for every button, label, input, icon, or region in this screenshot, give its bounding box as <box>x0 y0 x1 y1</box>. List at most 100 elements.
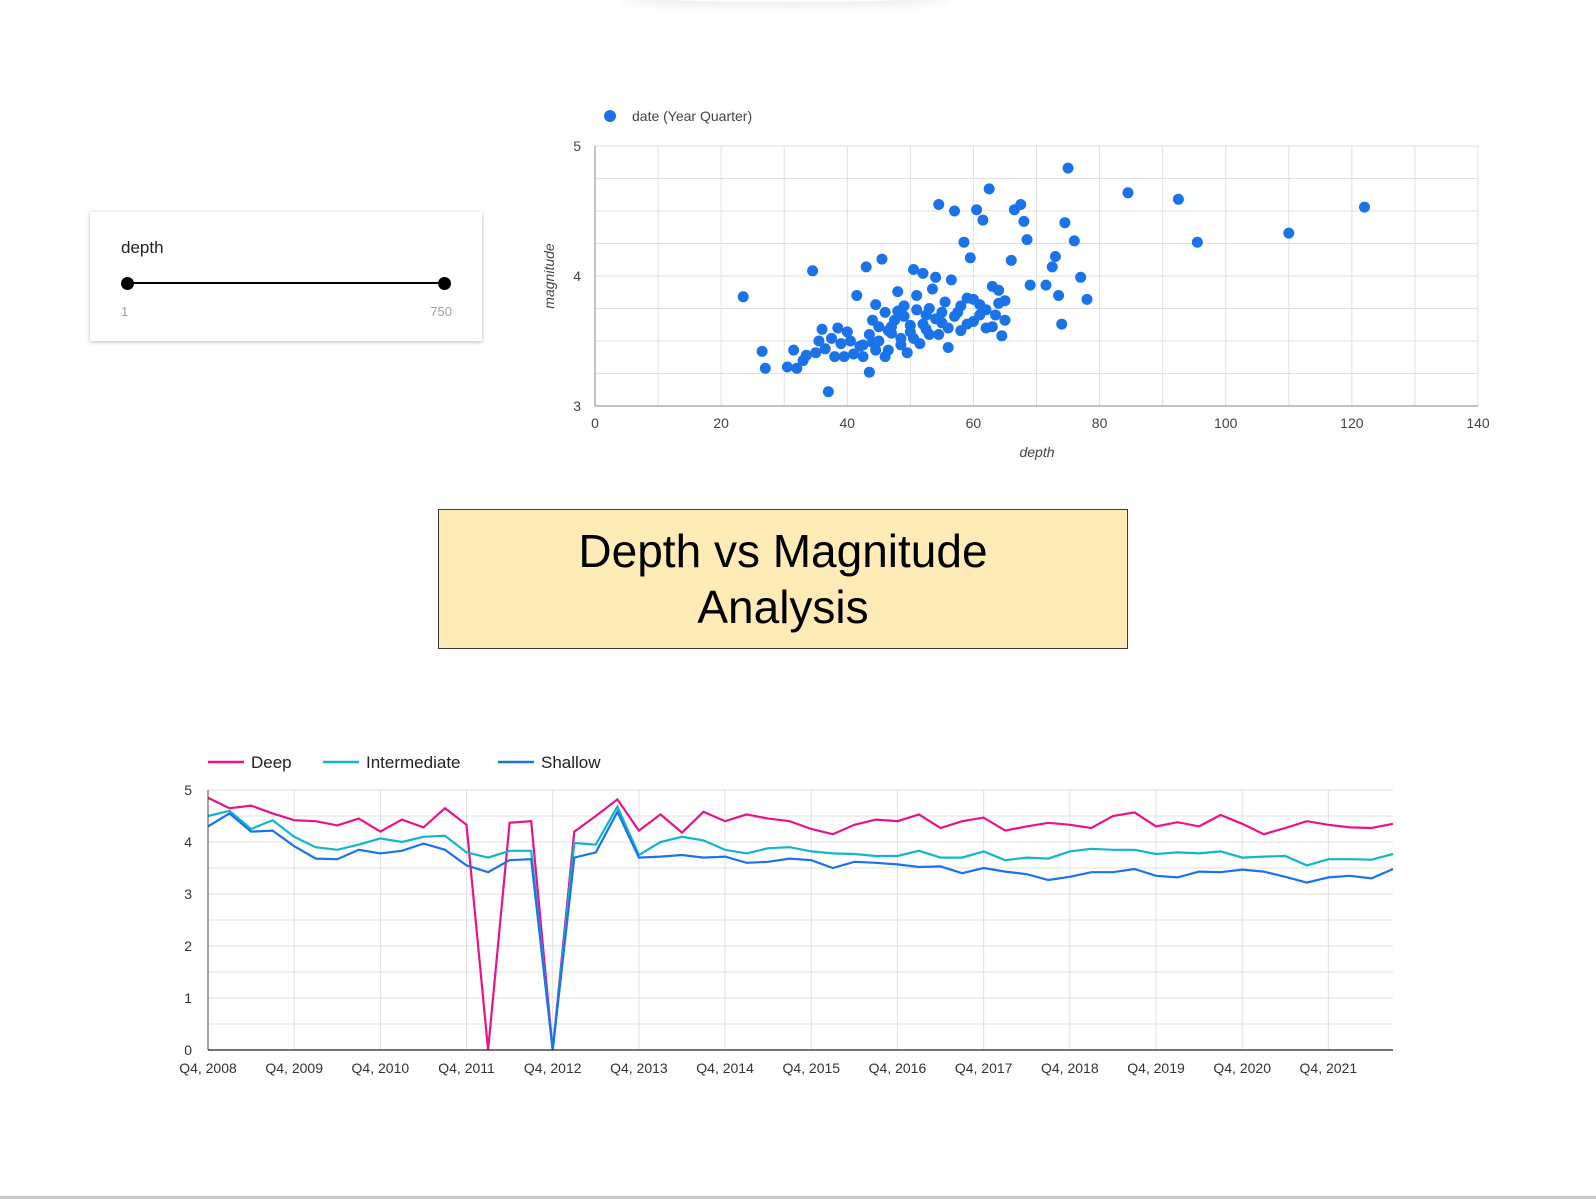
scatter-point[interactable] <box>876 253 888 265</box>
scatter-point[interactable] <box>1062 162 1074 174</box>
scatter-point[interactable] <box>1046 261 1058 273</box>
scatter-point[interactable] <box>882 325 894 337</box>
line-legend-item[interactable]: Deep <box>208 753 292 772</box>
scatter-point[interactable] <box>933 199 945 210</box>
series-line-deep[interactable] <box>207 796 1394 1051</box>
scatter-point[interactable] <box>835 338 847 350</box>
scatter-point[interactable] <box>1358 201 1370 213</box>
scatter-point[interactable] <box>870 299 882 311</box>
scatter-point[interactable] <box>737 291 749 303</box>
scatter-point[interactable] <box>920 323 932 335</box>
scatter-point[interactable] <box>993 284 1005 296</box>
scatter-point[interactable] <box>879 351 891 363</box>
scatter-point[interactable] <box>958 236 970 248</box>
scatter-point[interactable] <box>848 348 860 360</box>
scatter-point[interactable] <box>800 349 812 361</box>
scatter-point[interactable] <box>1005 254 1017 266</box>
scatter-point[interactable] <box>942 342 954 353</box>
scatter-point[interactable] <box>857 351 869 363</box>
scatter-point[interactable] <box>1056 318 1068 330</box>
series-line-intermediate[interactable] <box>207 804 1394 1051</box>
scatter-point[interactable] <box>911 304 923 316</box>
scatter-point[interactable] <box>949 205 961 217</box>
scatter-point[interactable] <box>993 297 1005 309</box>
depth-slider-control[interactable]: depth 1 750 <box>90 212 482 341</box>
scatter-point[interactable] <box>911 290 923 301</box>
scatter-point[interactable] <box>908 264 920 275</box>
scatter-point[interactable] <box>879 306 891 318</box>
slider-max-handle[interactable] <box>438 277 451 290</box>
scatter-point[interactable] <box>1015 199 1027 210</box>
scatter-point[interactable] <box>832 322 844 334</box>
scatter-point[interactable] <box>990 309 1002 321</box>
scatter-point[interactable] <box>949 310 961 322</box>
scatter-point[interactable] <box>901 347 913 359</box>
scatter-point[interactable] <box>863 329 875 340</box>
scatter-point[interactable] <box>1081 293 1093 305</box>
scatter-point[interactable] <box>1122 187 1134 199</box>
scatter-point[interactable] <box>939 296 951 308</box>
scatter-point[interactable] <box>857 339 869 351</box>
scatter-point[interactable] <box>1191 236 1203 248</box>
scatter-point[interactable] <box>870 344 882 356</box>
slider-track[interactable] <box>127 282 444 284</box>
scatter-point[interactable] <box>945 274 957 286</box>
scatter-point[interactable] <box>1024 279 1036 291</box>
scatter-point[interactable] <box>892 286 904 298</box>
scatter-point[interactable] <box>971 204 983 216</box>
scatter-point[interactable] <box>983 183 995 195</box>
scatter-point[interactable] <box>942 322 954 334</box>
scatter-point[interactable] <box>895 339 907 351</box>
scatter-point[interactable] <box>1040 279 1052 291</box>
scatter-point[interactable] <box>917 267 929 279</box>
scatter-point[interactable] <box>898 310 910 322</box>
scatter-point[interactable] <box>1049 251 1061 262</box>
line-legend[interactable]: Deep Intermediate Shallow <box>208 753 601 772</box>
scatter-point[interactable] <box>781 361 793 373</box>
scatter-point[interactable] <box>841 326 853 338</box>
scatter-point[interactable] <box>756 345 768 357</box>
scatter-point[interactable] <box>1283 227 1295 239</box>
scatter-point[interactable] <box>1075 271 1087 283</box>
scatter-point[interactable] <box>819 343 831 355</box>
scatter-point[interactable] <box>933 329 945 340</box>
scatter-point[interactable] <box>788 344 800 356</box>
scatter-point[interactable] <box>996 330 1008 342</box>
scatter-point[interactable] <box>829 351 841 363</box>
line-legend-item[interactable]: Shallow <box>498 753 601 772</box>
scatter-point[interactable] <box>1018 215 1030 227</box>
scatter-point[interactable] <box>863 366 875 378</box>
scatter-legend[interactable]: date (Year Quarter) <box>604 108 752 124</box>
scatter-point[interactable] <box>791 362 803 374</box>
scatter-point[interactable] <box>813 335 825 347</box>
scatter-point[interactable] <box>964 252 976 264</box>
scatter-point[interactable] <box>936 306 948 318</box>
series-line-shallow[interactable] <box>207 809 1394 1051</box>
scatter-point[interactable] <box>873 335 885 347</box>
scatter-point[interactable] <box>986 321 998 333</box>
scatter-point[interactable] <box>961 318 973 330</box>
scatter-point[interactable] <box>923 303 935 314</box>
scatter-point[interactable] <box>867 314 879 326</box>
scatter-point[interactable] <box>908 332 920 344</box>
scatter-point[interactable] <box>999 314 1011 326</box>
scatter-point[interactable] <box>810 347 822 359</box>
line-legend-item[interactable]: Intermediate <box>323 753 461 772</box>
scatter-point[interactable] <box>844 335 856 347</box>
scatter-point[interactable] <box>838 351 850 363</box>
scatter-point[interactable] <box>1059 217 1071 229</box>
scatter-point[interactable] <box>980 304 992 316</box>
scatter-point[interactable] <box>1053 290 1065 301</box>
scatter-point[interactable] <box>816 323 828 335</box>
scatter-point[interactable] <box>1021 234 1033 246</box>
scatter-point[interactable] <box>967 293 979 305</box>
scatter-point[interactable] <box>930 271 942 283</box>
scatter-point[interactable] <box>822 386 834 398</box>
scatter-point[interactable] <box>977 214 989 226</box>
scatter-point[interactable] <box>826 332 838 344</box>
scatter-point[interactable] <box>1172 193 1184 205</box>
scatter-point[interactable] <box>807 265 819 277</box>
scatter-point[interactable] <box>955 300 967 312</box>
scatter-point[interactable] <box>860 261 872 273</box>
slider-min-handle[interactable] <box>121 277 134 290</box>
